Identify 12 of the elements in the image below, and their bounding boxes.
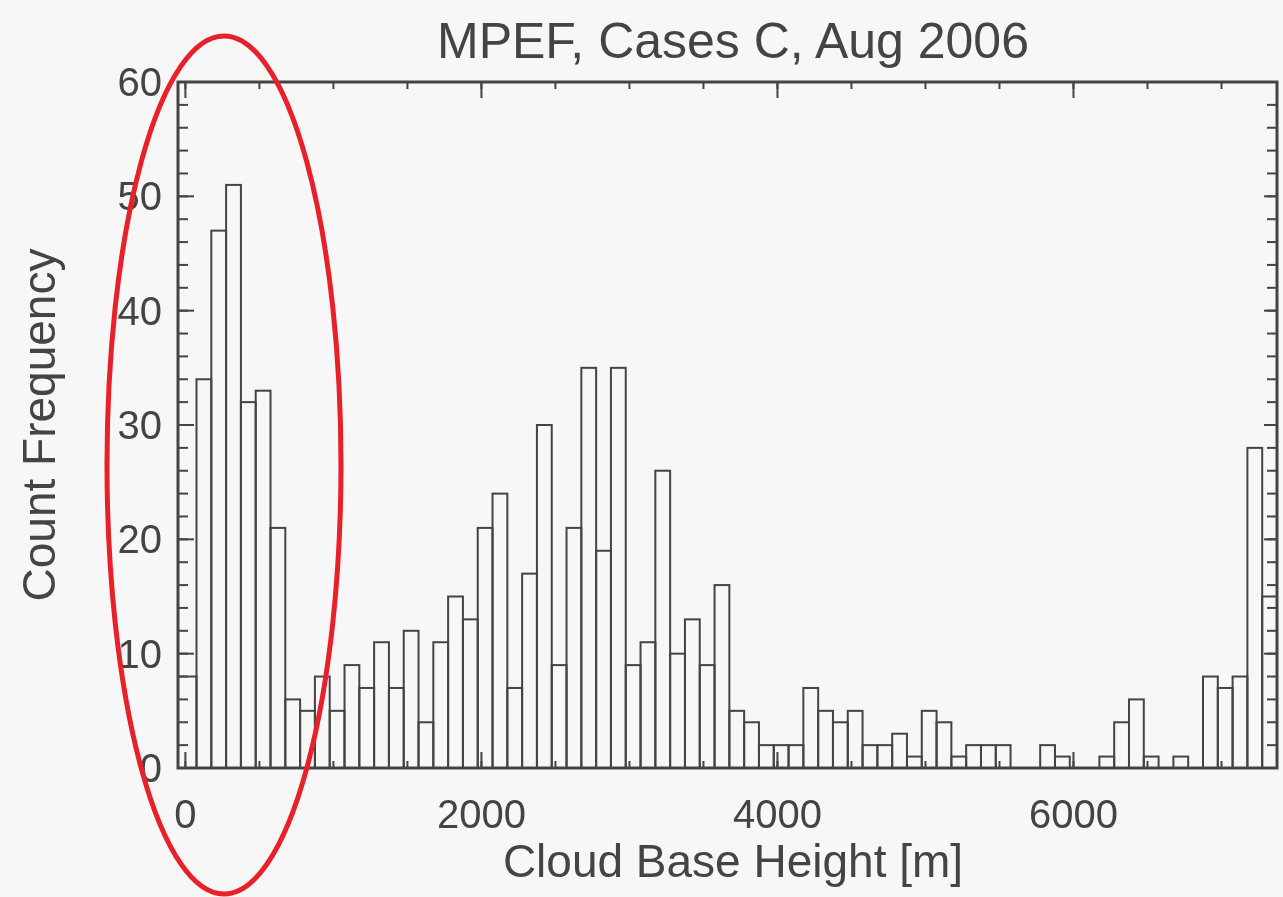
x-tick-label: 0 <box>174 792 197 836</box>
y-tick-label: 60 <box>117 60 162 104</box>
y-axis-title: Count Frequency <box>13 248 65 602</box>
y-tick-label: 40 <box>117 288 162 333</box>
x-axis-title: Cloud Base Height [m] <box>502 835 964 887</box>
x-tick-label: 2000 <box>436 792 526 836</box>
y-tick-label: 30 <box>117 403 162 447</box>
chart-title: MPEF, Cases C, Aug 2006 <box>437 13 1029 69</box>
x-tick-label: 6000 <box>1028 792 1118 836</box>
y-tick-label: 10 <box>117 631 162 676</box>
y-tick-label: 20 <box>117 517 162 562</box>
x-tick-label: 4000 <box>732 792 822 836</box>
